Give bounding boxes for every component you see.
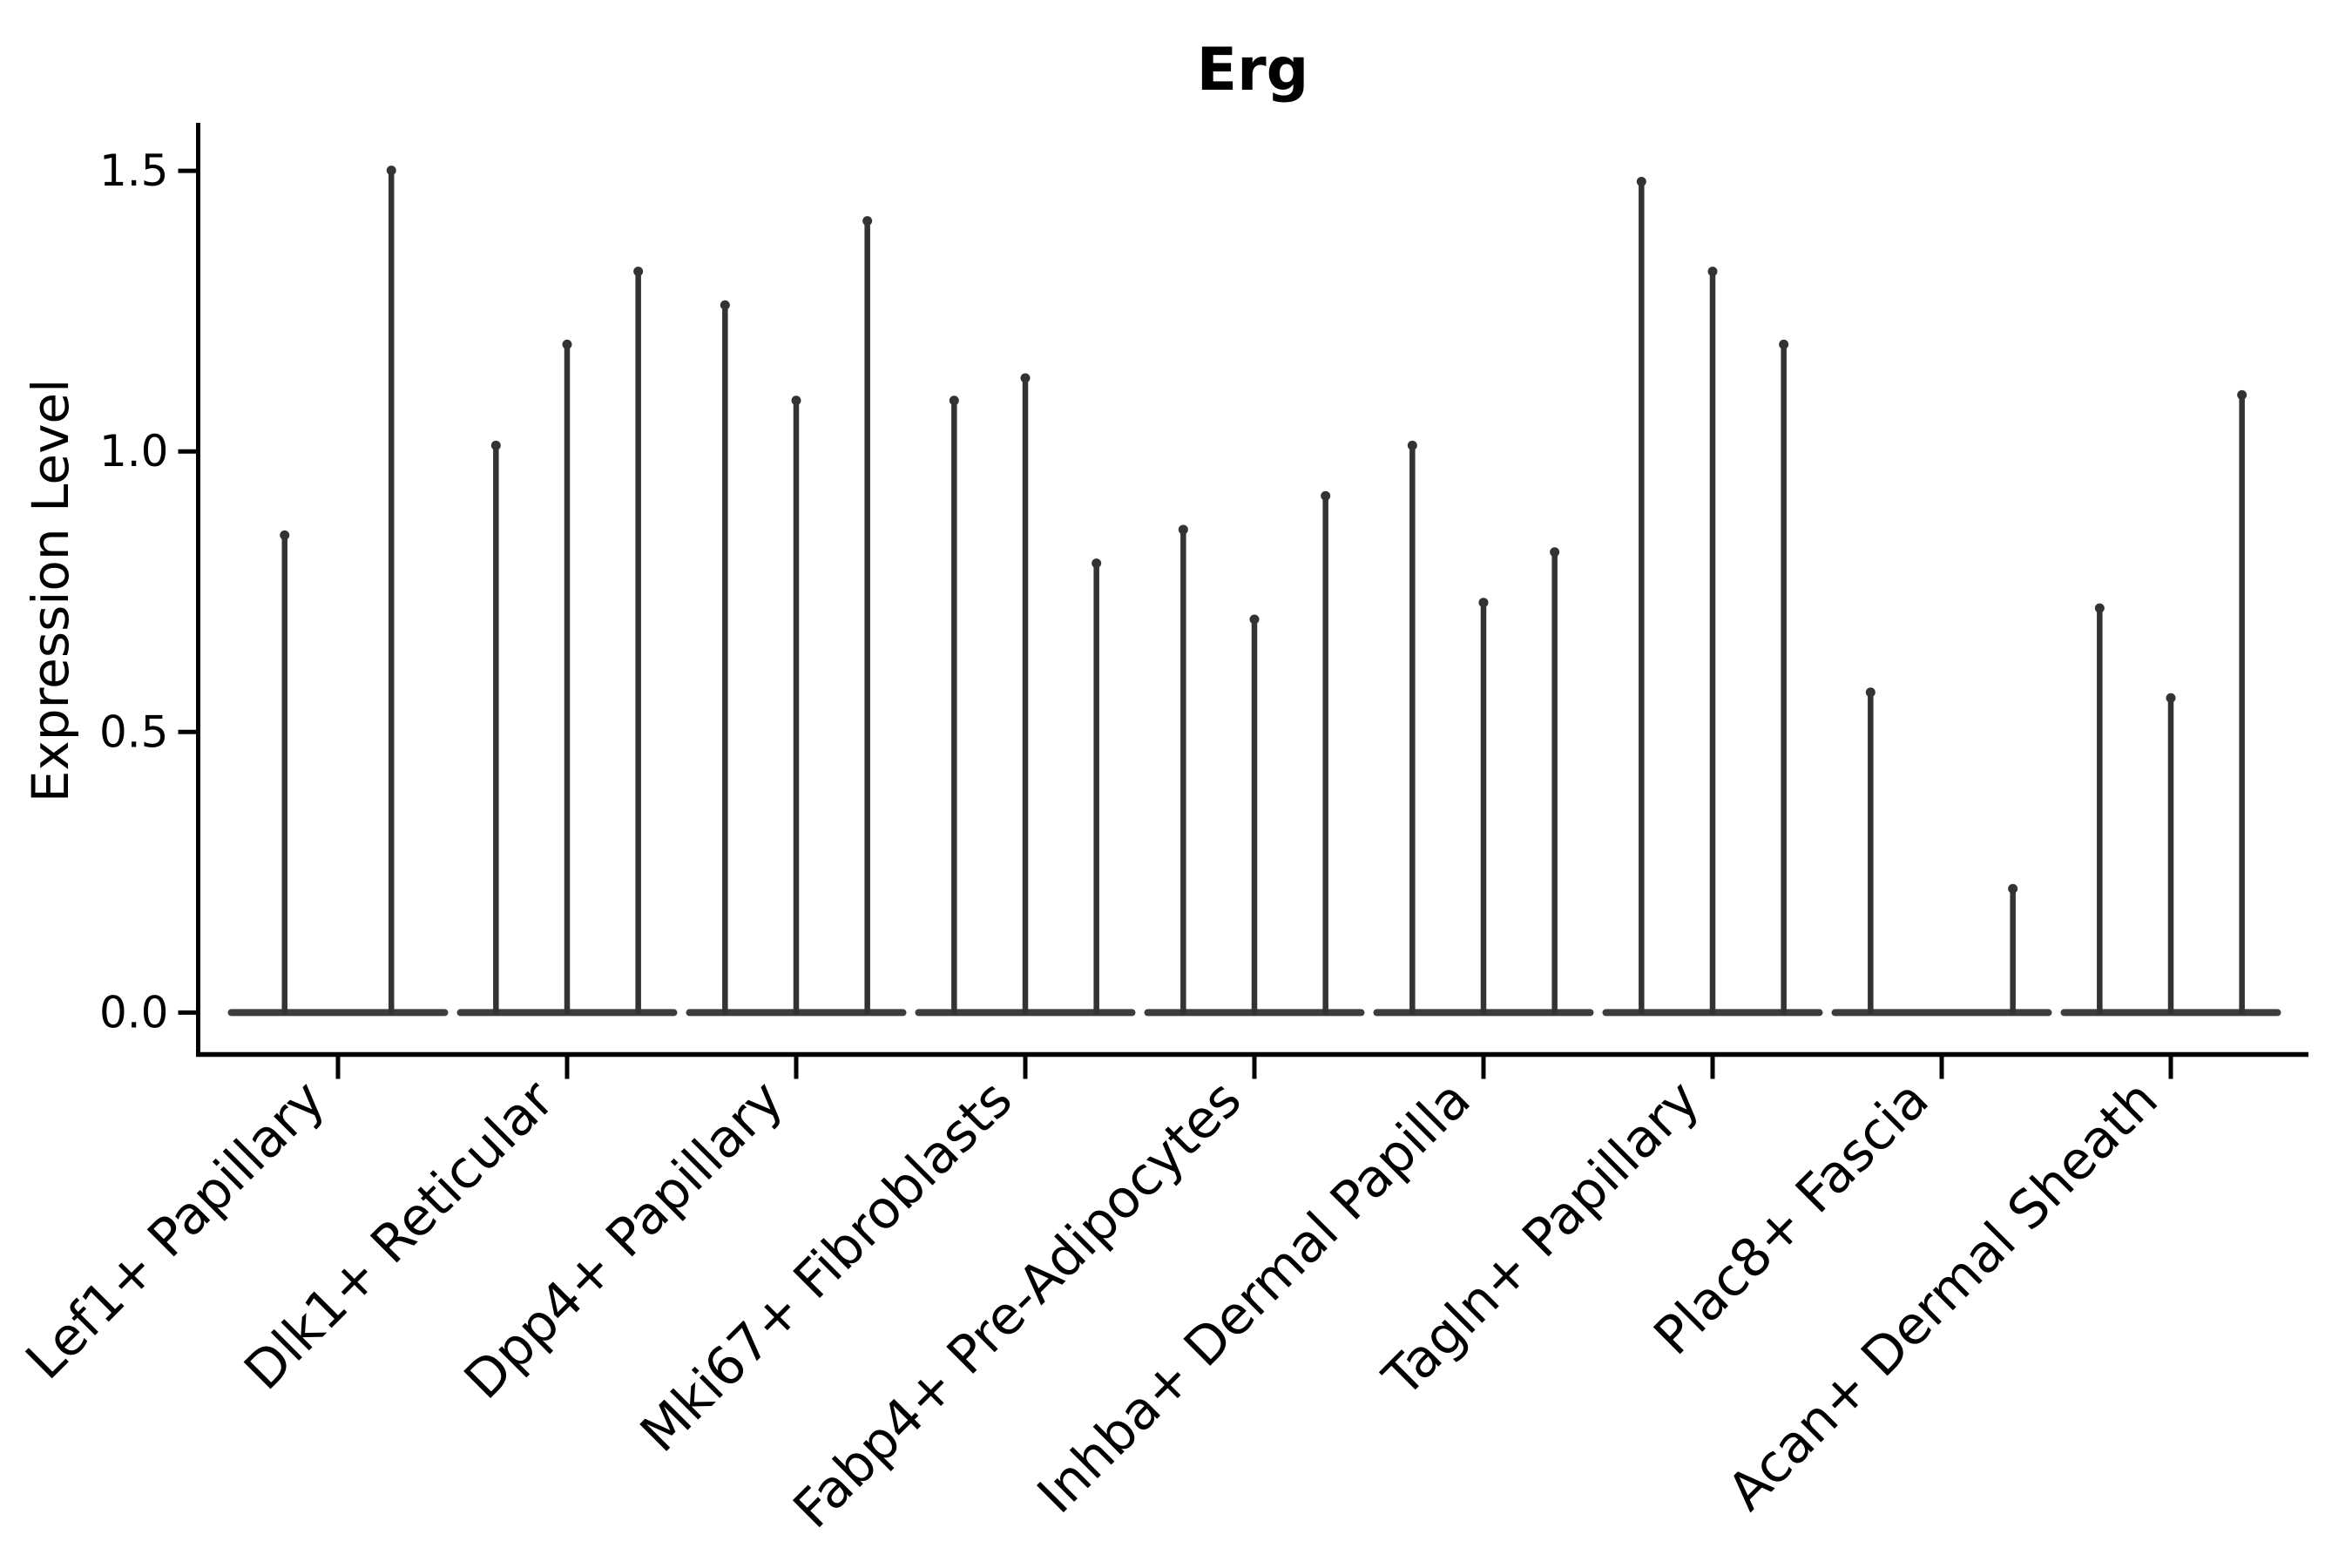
x-tick-label: Fabp4+ Pre-Adipocytes	[782, 1069, 1254, 1540]
plot-title: Erg	[1197, 36, 1309, 105]
violin-needle-tip	[280, 530, 290, 540]
violin-needle-tip	[1407, 440, 1417, 450]
violin-needle-tip	[2008, 883, 2018, 894]
violin-needle-tip	[1707, 267, 1718, 277]
violin-needle-tip	[562, 339, 572, 349]
y-axis-label: Expression Level	[21, 379, 80, 802]
violin-needle-tip	[2237, 389, 2247, 400]
violin-needle-tip	[720, 300, 730, 310]
violin-needle-tip	[1865, 687, 1876, 698]
y-tick-label: 0.0	[99, 987, 169, 1037]
violin-needle-tip	[490, 440, 501, 450]
violin-needle-tip	[1249, 614, 1260, 625]
violin-needle-tip	[1092, 558, 1102, 569]
y-tick-label: 1.0	[99, 426, 169, 476]
violin-needle-tip	[1478, 598, 1489, 608]
violin-needle-tip	[1020, 373, 1031, 383]
violin-needle-tip	[862, 216, 873, 226]
x-tick-label: Acan+ Dermal Sheath	[1716, 1069, 2170, 1523]
violin-needle-tip	[386, 166, 396, 176]
violin-needle-tip	[949, 395, 959, 406]
violin-needle-tip	[2166, 693, 2176, 703]
violin-needle-tip	[2094, 603, 2105, 613]
y-tick-label: 1.5	[99, 145, 169, 196]
violin-needle-tip	[1636, 177, 1646, 187]
x-tick-label: Mki67+ Fibroblasts	[629, 1069, 1024, 1464]
violin-needle-tip	[1321, 490, 1331, 501]
violin-needle-tip	[1178, 524, 1188, 535]
violin-needle-tip	[791, 395, 801, 406]
violin-needle-tip	[1550, 547, 1560, 558]
y-tick-label: 0.5	[99, 706, 169, 757]
x-tick-label: Inhba+ Dermal Papilla	[1026, 1069, 1483, 1525]
violin-needle-tip	[633, 267, 644, 277]
violin-needle-tip	[1779, 339, 1789, 349]
